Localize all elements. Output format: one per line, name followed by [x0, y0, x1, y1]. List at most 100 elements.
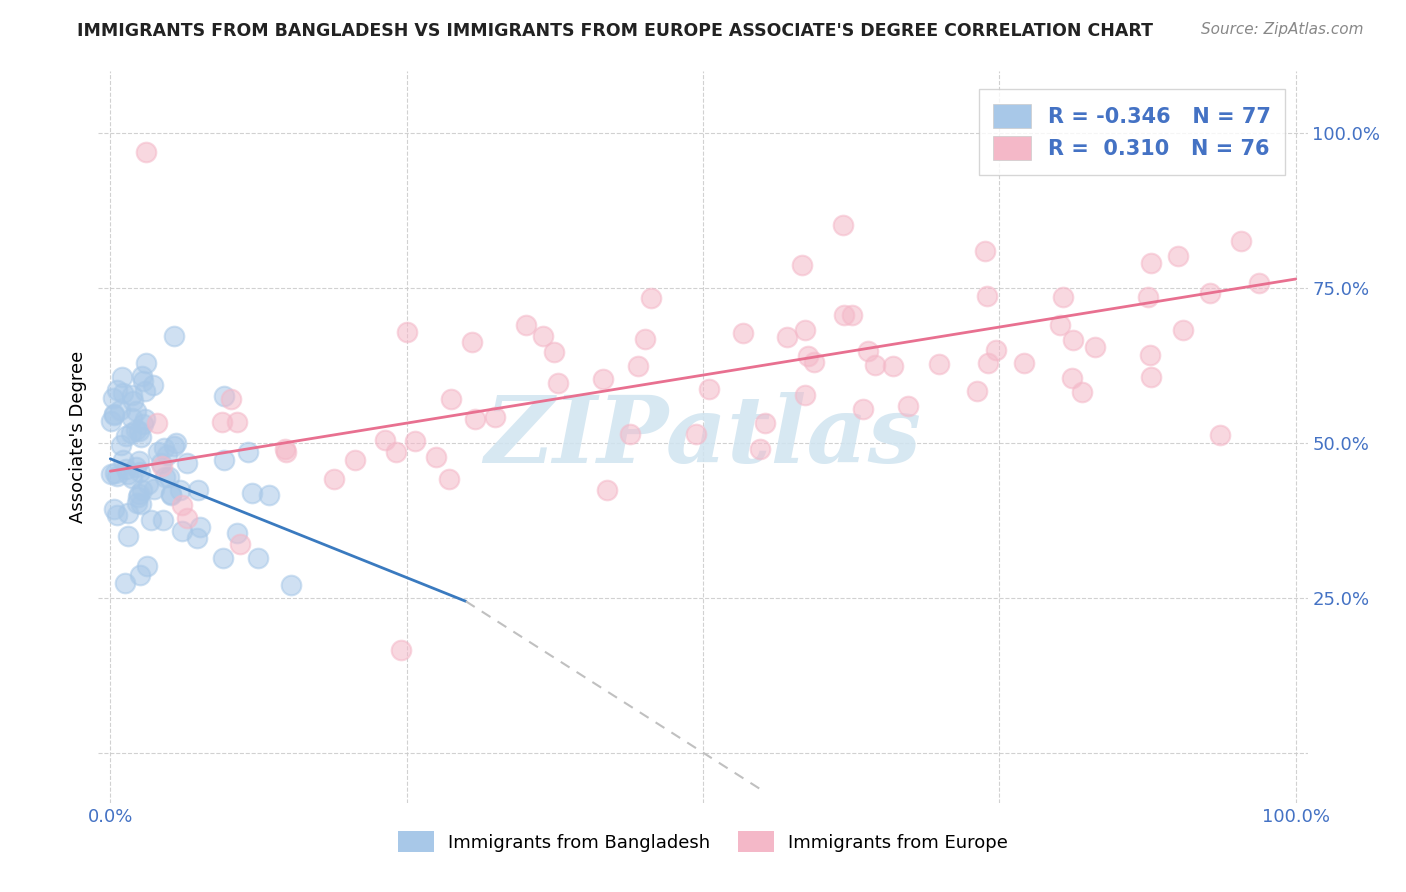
Point — [976, 289, 998, 303]
Point — [111, 370, 134, 384]
Point — [274, 445, 297, 459]
Point — [122, 394, 145, 409]
Point — [124, 459, 146, 474]
Point — [163, 439, 186, 453]
Point — [374, 433, 396, 447]
Point — [134, 356, 156, 370]
Point — [105, 383, 128, 397]
Point — [596, 483, 619, 497]
Point — [977, 356, 1000, 370]
Point — [343, 452, 366, 467]
Point — [322, 472, 344, 486]
Point — [803, 354, 825, 368]
Point — [111, 453, 134, 467]
Point — [863, 358, 886, 372]
Point — [592, 372, 614, 386]
Point — [104, 467, 127, 481]
Point — [484, 409, 506, 424]
Point — [425, 450, 447, 464]
Point — [515, 318, 537, 332]
Point — [242, 485, 264, 500]
Point — [236, 444, 259, 458]
Point — [1171, 323, 1194, 337]
Point — [129, 430, 152, 444]
Point — [685, 427, 707, 442]
Point — [115, 461, 138, 475]
Point — [1140, 370, 1163, 384]
Point — [131, 368, 153, 383]
Point — [619, 427, 641, 442]
Point — [105, 469, 128, 483]
Point — [1070, 384, 1092, 399]
Point — [1062, 333, 1084, 347]
Point — [437, 473, 460, 487]
Point — [882, 359, 904, 373]
Point — [100, 414, 122, 428]
Point — [280, 577, 302, 591]
Point — [1209, 428, 1232, 442]
Point — [793, 323, 815, 337]
Point — [640, 291, 662, 305]
Point — [139, 513, 162, 527]
Point — [219, 392, 242, 407]
Point — [110, 438, 132, 452]
Point — [187, 483, 209, 497]
Point — [128, 487, 150, 501]
Point — [160, 487, 183, 501]
Point — [1062, 371, 1084, 385]
Point — [165, 435, 187, 450]
Point — [273, 442, 295, 457]
Point — [246, 550, 269, 565]
Point — [754, 416, 776, 430]
Point — [796, 349, 818, 363]
Point — [125, 423, 148, 437]
Point — [125, 404, 148, 418]
Point — [226, 526, 249, 541]
Point — [389, 643, 412, 657]
Point — [974, 244, 997, 259]
Point — [101, 392, 124, 406]
Point — [128, 454, 150, 468]
Point — [1136, 290, 1159, 304]
Point — [776, 329, 799, 343]
Point — [153, 469, 176, 483]
Point — [159, 488, 181, 502]
Point — [395, 325, 418, 339]
Text: IMMIGRANTS FROM BANGLADESH VS IMMIGRANTS FROM EUROPE ASSOCIATE'S DEGREE CORRELAT: IMMIGRANTS FROM BANGLADESH VS IMMIGRANTS… — [77, 22, 1153, 40]
Point — [129, 497, 152, 511]
Point — [404, 434, 426, 448]
Point — [127, 490, 149, 504]
Point — [440, 392, 463, 407]
Point — [131, 483, 153, 497]
Point — [103, 502, 125, 516]
Point — [188, 520, 211, 534]
Point — [117, 506, 139, 520]
Point — [928, 357, 950, 371]
Point — [832, 309, 855, 323]
Point — [169, 483, 191, 497]
Point — [1247, 276, 1270, 290]
Point — [157, 469, 180, 483]
Point — [103, 407, 125, 421]
Point — [547, 376, 569, 391]
Point — [114, 576, 136, 591]
Point — [108, 402, 131, 417]
Point — [163, 328, 186, 343]
Point — [1049, 318, 1071, 332]
Point — [1199, 286, 1222, 301]
Point — [212, 452, 235, 467]
Point — [170, 524, 193, 538]
Point — [212, 389, 235, 403]
Point — [129, 567, 152, 582]
Text: ZIPatlas: ZIPatlas — [485, 392, 921, 482]
Point — [699, 382, 721, 396]
Point — [461, 334, 484, 349]
Point — [852, 402, 875, 417]
Point — [186, 531, 208, 545]
Point — [121, 410, 143, 425]
Point — [226, 415, 249, 429]
Point — [146, 445, 169, 459]
Legend: Immigrants from Bangladesh, Immigrants from Europe: Immigrants from Bangladesh, Immigrants f… — [398, 831, 1008, 852]
Point — [120, 425, 142, 440]
Point — [103, 408, 125, 422]
